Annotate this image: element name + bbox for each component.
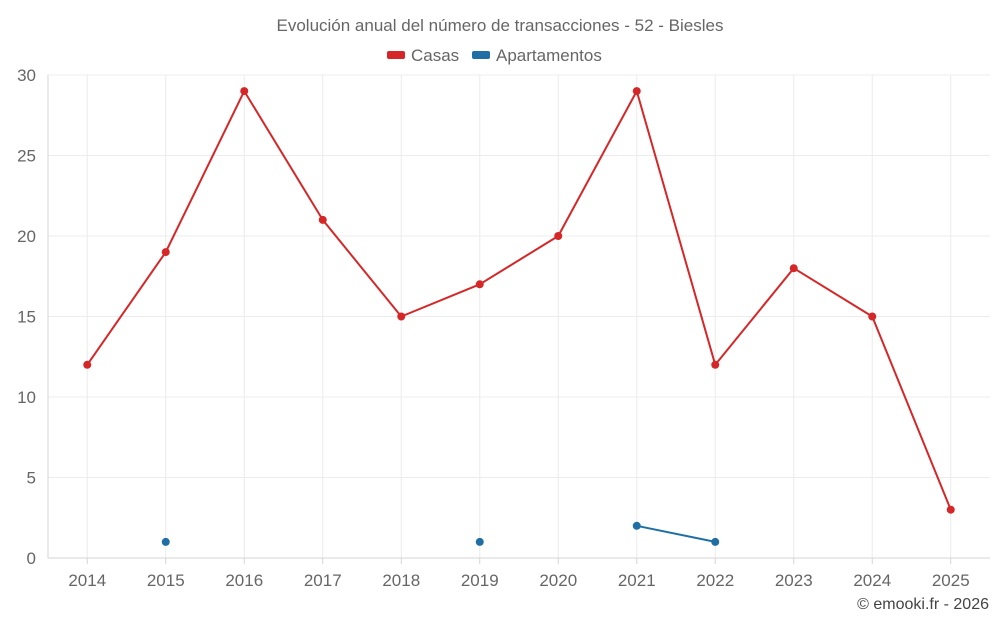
legend-label-apartamentos: Apartamentos [496,46,602,65]
data-point-casas-2022[interactable] [711,360,720,369]
data-point-apartamentos-2015[interactable] [161,537,170,546]
data-point-apartamentos-2021[interactable] [632,521,641,530]
legend-item-casas[interactable]: Casas [387,46,459,65]
y-tick-label: 20 [17,227,36,246]
y-tick-label: 30 [17,66,36,85]
x-tick-label: 2015 [147,571,185,590]
data-point-casas-2024[interactable] [868,312,877,321]
legend-swatch-apartamentos [472,51,490,59]
data-point-casas-2016[interactable] [240,87,249,96]
y-tick-label: 15 [17,308,36,327]
series-casas [83,87,955,514]
series-apartamentos [161,521,720,546]
x-tick-label: 2024 [853,571,891,590]
chart-title: Evolución anual del número de transaccio… [277,16,724,35]
x-tick-label: 2019 [461,571,499,590]
series-line-casas [86,90,952,511]
data-point-apartamentos-2019[interactable] [475,537,484,546]
x-tick-label: 2014 [68,571,106,590]
y-tick-label: 25 [17,147,36,166]
x-tick-label: 2018 [382,571,420,590]
y-tick-label: 0 [27,549,36,568]
data-point-casas-2015[interactable] [161,248,170,257]
series-line-apartamentos [636,524,716,543]
series [83,87,955,546]
data-point-casas-2018[interactable] [397,312,406,321]
x-tick-label: 2021 [618,571,656,590]
y-tick-label: 10 [17,388,36,407]
credit-text: © emooki.fr - 2026 [857,596,989,613]
data-point-casas-2020[interactable] [554,232,563,240]
x-tick-label: 2016 [225,571,263,590]
data-point-apartamentos-2022[interactable] [711,537,720,546]
grid [48,74,990,558]
legend-item-apartamentos[interactable]: Apartamentos [472,46,602,65]
legend-swatch-casas [387,51,405,59]
x-tick-label: 2017 [304,571,342,590]
y-tick-label: 5 [27,469,36,488]
x-tick-label: 2020 [539,571,577,590]
data-point-casas-2019[interactable] [475,280,484,289]
legend: Casas Apartamentos [387,46,602,65]
x-tick-label: 2025 [932,571,970,590]
x-tick-label: 2023 [775,571,813,590]
data-point-casas-2023[interactable] [789,264,798,273]
data-point-casas-2021[interactable] [632,87,641,96]
legend-label-casas: Casas [411,46,459,65]
data-point-casas-2014[interactable] [83,360,92,369]
x-tick-label: 2022 [696,571,734,590]
data-point-casas-2025[interactable] [946,505,955,514]
data-point-casas-2017[interactable] [318,215,327,224]
